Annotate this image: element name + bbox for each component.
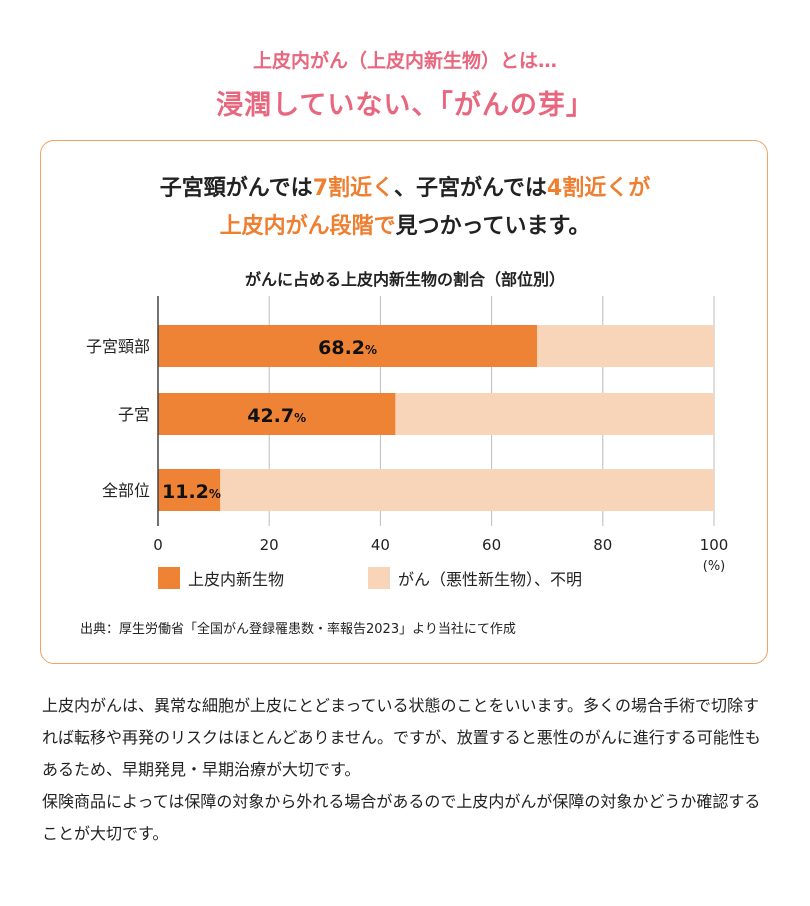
bar-inner [158,393,396,435]
lead-line-1: 子宮頸がんでは7割近く、子宮がんでは4割近くが [0,170,810,208]
axis-layer: 0 20 40 60 80 100 (%) [153,296,728,574]
value-unit: % [294,411,306,425]
value-unit: % [209,487,221,501]
intro-title: 浸潤していない、「がんの芽」 [216,90,594,121]
lead-text-1c: 、子宮がんでは [394,176,547,201]
body-text: 上皮内がんは、異常な細胞が上皮にとどまっている状態のことをいいます。多くの場合手… [42,690,772,850]
x-tick-label: 40 [371,536,390,554]
value-label: 68.2% [318,337,377,359]
bar-malignant [220,469,714,511]
x-tick-label: 100 [700,536,729,554]
category-label: 全部位 [102,481,150,500]
value-number: 68.2 [318,337,365,359]
value-number: 42.7 [247,405,294,427]
legend-swatch-inner [158,567,180,589]
legend-item-malignant: がん（悪性新生物）、不明 [368,566,582,590]
bar-malignant [537,325,714,367]
legend-item-inner: 上皮内新生物 [158,566,284,590]
legend-label-malignant: がん（悪性新生物）、不明 [398,570,583,589]
x-axis-unit: (%) [703,559,726,574]
body-paragraph-2: 保険商品によっては保障の対象から外れる場合があるので上皮内がんが保障の対象かどう… [42,792,761,843]
bar-layer [158,325,714,511]
intro-subtitle: 上皮内がん（上皮内新生物）とは… [252,50,557,72]
bar-malignant [395,393,714,435]
legend-label-inner: 上皮内新生物 [188,570,285,589]
chart-card [40,140,768,664]
value-label: 42.7% [247,405,306,427]
bar-chart: 子宮頸部 68.2% 子宮 42.7% 全部位 11.2% 0 20 40 60 80 100 (%) [86,296,728,574]
x-tick-label: 60 [482,536,501,554]
lead-line-2: 上皮内がん段階で見つかっています。 [0,208,810,246]
value-number: 11.2 [162,481,209,503]
x-tick-label: 80 [593,536,612,554]
bar-inner [158,325,538,367]
lead-highlight-2: 4割近くが [546,176,651,201]
body-paragraph-1: 上皮内がんは、異常な細胞が上皮にとどまっている状態のことをいいます。多くの場合手… [42,696,761,779]
legend-swatch-malignant [368,567,390,589]
category-label: 子宮 [118,405,150,424]
bar-inner [158,469,221,511]
lead-highlight-3: 上皮内がん段階で [219,214,396,239]
lead-text-1a: 子宮頸がんでは [159,176,313,201]
lead-highlight-1: 7割近く [312,176,394,201]
label-layer: 子宮頸部 68.2% 子宮 42.7% 全部位 11.2% [86,337,377,503]
lead-text: 子宮頸がんでは7割近く、子宮がんでは4割近くが 上皮内がん段階で見つかっています… [0,170,810,246]
category-label: 子宮頸部 [86,337,150,356]
x-tick-label: 0 [153,536,163,554]
chart-title: がんに占める上皮内新生物の割合（部位別） [244,270,565,289]
value-label: 11.2% [162,481,221,503]
lead-text-2b: 見つかっています。 [395,214,591,239]
x-tick-label: 20 [260,536,279,554]
source-note: 出典：厚生労働省「全国がん登録罹患数・率報告2023」より当社にて作成 [80,622,516,637]
value-unit: % [365,343,377,357]
